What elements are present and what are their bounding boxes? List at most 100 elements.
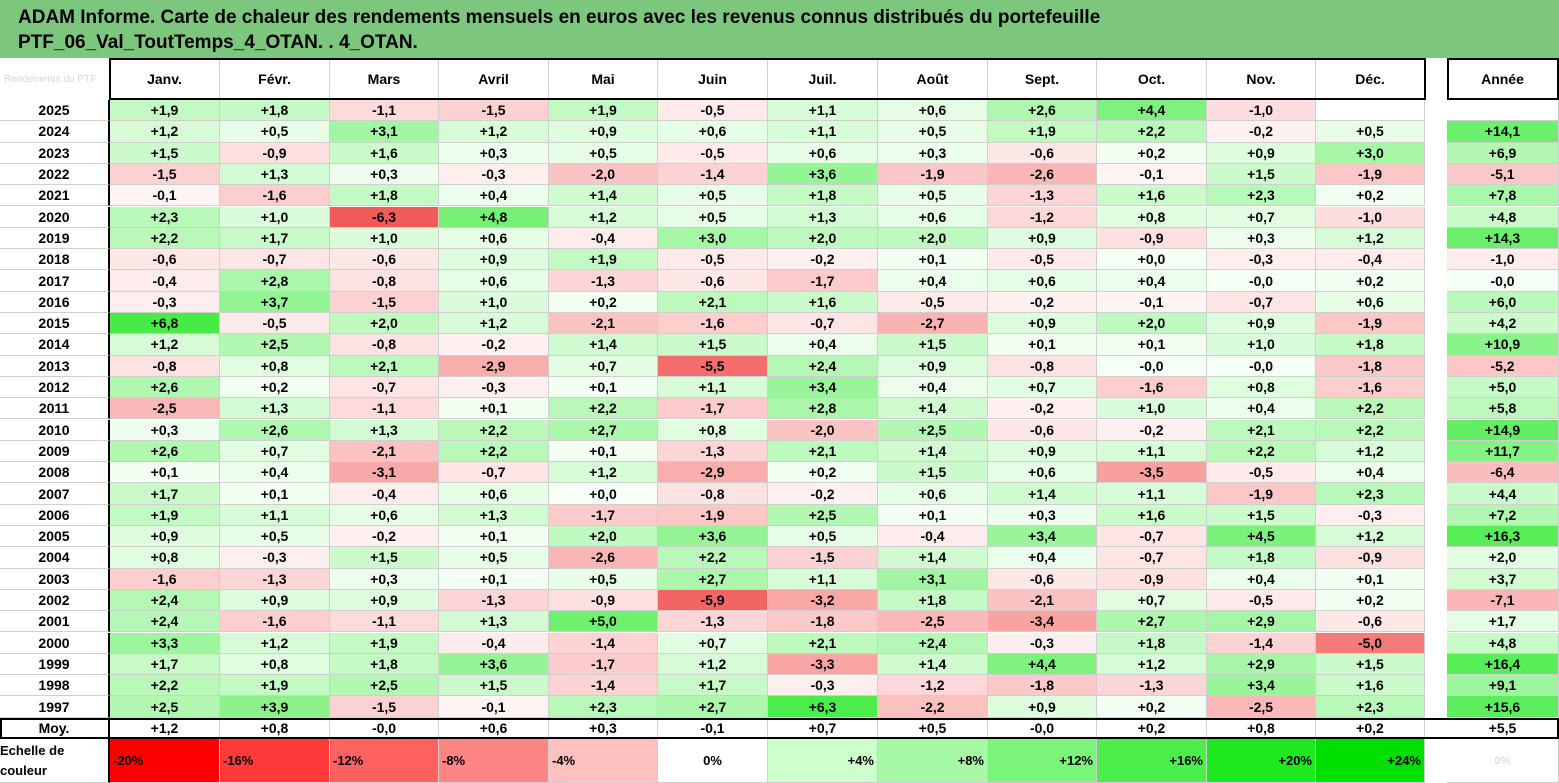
heatmap-cell: +2,1	[1207, 419, 1316, 441]
month-header: Nov.	[1207, 58, 1316, 100]
heatmap-cell: -0,7	[1207, 291, 1316, 313]
heatmap-cell: +0,2	[1316, 185, 1425, 207]
year-label: 2001	[0, 611, 110, 633]
year-label: 1997	[0, 696, 110, 718]
year-label: 2018	[0, 249, 110, 271]
heatmap-cell: +3,7	[220, 291, 330, 313]
heatmap-cell: -1,8	[768, 611, 878, 633]
heatmap-cell: +0,6	[439, 227, 549, 250]
heatmap-cell: +1,1	[1097, 483, 1207, 505]
heatmap-cell: +0,8	[110, 547, 220, 569]
heatmap-cell: -2,5	[878, 611, 988, 633]
heatmap-cell: +2,6	[220, 419, 330, 441]
heatmap-cell: -0,3	[1316, 504, 1425, 526]
heatmap-cell: -1,9	[658, 504, 768, 526]
annual-cell: +7,8	[1447, 185, 1559, 207]
heatmap-cell: +1,5	[878, 334, 988, 356]
heatmap-cell: -0,4	[1316, 249, 1425, 271]
heatmap-cell: -0,1	[1097, 163, 1207, 186]
annual-cell: +6,9	[1447, 142, 1559, 164]
year-label: 2021	[0, 185, 110, 207]
heatmap-cell: +1,2	[110, 334, 220, 356]
year-label: 2010	[0, 419, 110, 441]
heatmap-cell: +2,2	[658, 547, 768, 569]
heatmap-cell: -1,6	[658, 313, 768, 335]
heatmap-cell: +1,2	[439, 121, 549, 143]
average-cell: -0,1	[658, 717, 768, 739]
heatmap-cell: +1,6	[768, 291, 878, 313]
heatmap-cell: +2,5	[768, 504, 878, 526]
heatmap-cell: +1,0	[439, 291, 549, 313]
year-label: 2000	[0, 632, 110, 654]
heatmap-cell: -3,2	[768, 589, 878, 612]
heatmap-cell: -0,6	[988, 568, 1097, 590]
heatmap-cell: +2,0	[549, 526, 658, 548]
heatmap-cell: +2,5	[330, 675, 439, 697]
average-cell: -0,0	[330, 717, 439, 739]
heatmap-cell: -1,7	[658, 398, 768, 420]
heatmap-cell: +2,1	[330, 355, 439, 377]
heatmap-cell: +3,4	[768, 376, 878, 399]
heatmap-cell: +2,2	[110, 675, 220, 697]
color-scale-label: Echelle de couleur	[0, 739, 110, 783]
heatmap-cell: +2,3	[1207, 185, 1316, 207]
heatmap-cell: +0,9	[988, 696, 1097, 718]
heatmap-cell: -0,5	[878, 291, 988, 313]
heatmap-cell: +0,4	[878, 270, 988, 292]
heatmap-cell: +1,2	[658, 653, 768, 676]
heatmap-cell: +0,9	[1207, 142, 1316, 164]
year-label: 2011	[0, 398, 110, 420]
heatmap-cell: -0,9	[1097, 568, 1207, 590]
heatmap-cell: -1,5	[330, 291, 439, 313]
heatmap-cell: -0,7	[1097, 526, 1207, 548]
heatmap-cell: +2,5	[878, 419, 988, 441]
heatmap-cell: +0,9	[878, 355, 988, 377]
heatmap-cell: +2,0	[1097, 313, 1207, 335]
heatmap-cell: +2,6	[988, 100, 1097, 122]
heatmap-cell: +1,3	[439, 504, 549, 526]
heatmap-cell: +2,7	[1097, 611, 1207, 633]
heatmap-cell: +1,1	[768, 568, 878, 590]
heatmap-cell: -2,0	[549, 163, 658, 186]
heatmap-cell: -2,5	[110, 398, 220, 420]
heatmap-cell: -1,5	[439, 100, 549, 122]
heatmap-cell: +0,4	[878, 376, 988, 399]
annual-cell: -5,1	[1447, 163, 1559, 186]
heatmap-cell: +0,4	[988, 547, 1097, 569]
heatmap-cell: +0,5	[549, 142, 658, 164]
heatmap-cell: +2,7	[658, 568, 768, 590]
annual-cell	[1447, 100, 1559, 122]
heatmap-cell: -0,1	[1097, 291, 1207, 313]
heatmap-cell: +2,1	[658, 291, 768, 313]
heatmap-cell: -0,3	[988, 632, 1097, 654]
heatmap-cell: -1,7	[549, 653, 658, 676]
heatmap-cell: +1,8	[1207, 547, 1316, 569]
heatmap-cell: +2,3	[1316, 696, 1425, 718]
heatmap-cell: +1,9	[220, 675, 330, 697]
heatmap-cell: -1,4	[549, 632, 658, 654]
heatmap-cell: +0,8	[658, 419, 768, 441]
year-label: 1998	[0, 675, 110, 697]
average-cell: +0,5	[878, 717, 988, 739]
heatmap-cell: +2,3	[1316, 483, 1425, 505]
heatmap-cell: +3,4	[988, 526, 1097, 548]
heatmap-cell: -2,1	[549, 313, 658, 335]
heatmap-cell: +3,9	[220, 696, 330, 718]
heatmap-cell: +1,1	[1097, 440, 1207, 463]
heatmap-cell: +2,2	[1097, 121, 1207, 143]
heatmap-cell: -0,5	[658, 142, 768, 164]
color-scale-stop: +20%	[1207, 739, 1316, 783]
heatmap-cell: -0,2	[439, 334, 549, 356]
heatmap-cell: +0,3	[110, 419, 220, 441]
heatmap-cell: -1,8	[1316, 355, 1425, 377]
heatmap-cell: -0,7	[439, 462, 549, 484]
heatmap-cell: -0,9	[220, 142, 330, 164]
heatmap-cell: -0,6	[110, 249, 220, 271]
heatmap-cell: +2,4	[878, 632, 988, 654]
heatmap-cell: +0,5	[549, 568, 658, 590]
heatmap-cell: +0,0	[549, 483, 658, 505]
heatmap-cell: -0,9	[549, 589, 658, 612]
heatmap-cell: +1,8	[1316, 334, 1425, 356]
heatmap-cell: -1,3	[439, 589, 549, 612]
year-label: 2008	[0, 462, 110, 484]
